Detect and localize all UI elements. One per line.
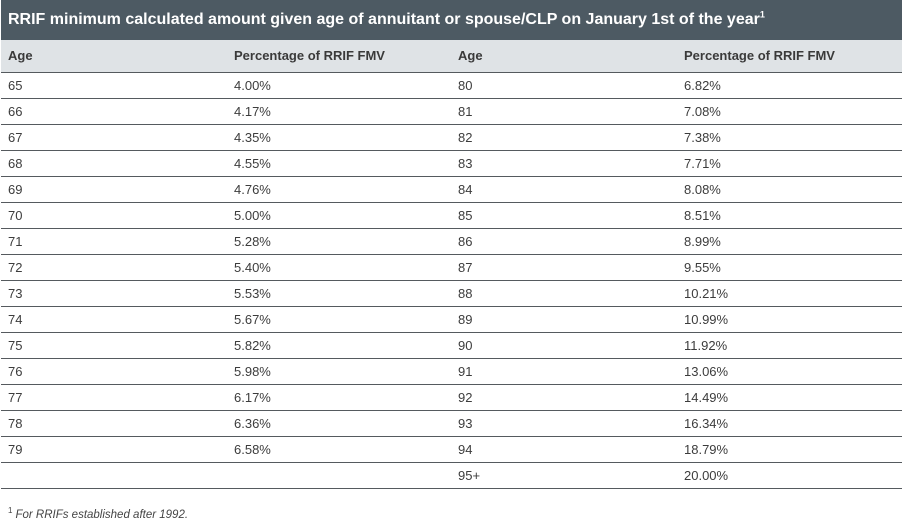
cell-age-right: 95+: [451, 462, 677, 489]
cell-age-right: 83: [451, 150, 677, 177]
table-row: 73 5.53% 88 10.21%: [1, 280, 902, 307]
table-title-text: RRIF minimum calculated amount given age…: [8, 11, 760, 28]
cell-age-left: 73: [1, 280, 227, 307]
table-row: 65 4.00% 80 6.82%: [1, 72, 902, 99]
cell-percentage-left: 4.00%: [227, 72, 451, 99]
header-age-right: Age: [451, 40, 677, 73]
cell-percentage-left: [227, 462, 451, 489]
table-row: 74 5.67% 89 10.99%: [1, 306, 902, 333]
cell-percentage-right: 7.71%: [677, 150, 902, 177]
cell-percentage-left: 4.55%: [227, 150, 451, 177]
cell-age-right: 89: [451, 306, 677, 333]
cell-age-left: 75: [1, 332, 227, 359]
cell-percentage-right: 10.99%: [677, 306, 902, 333]
cell-percentage-left: 6.17%: [227, 384, 451, 411]
cell-age-right: 80: [451, 72, 677, 99]
header-age-left: Age: [1, 40, 227, 73]
cell-percentage-right: 8.51%: [677, 202, 902, 229]
cell-age-right: 91: [451, 358, 677, 385]
table-row: 72 5.40% 87 9.55%: [1, 254, 902, 281]
table-body: 65 4.00% 80 6.82% 66 4.17% 81 7.08% 67 4.35% 82 7.3…: [1, 72, 902, 489]
cell-age-right: 85: [451, 202, 677, 229]
cell-age-right: 87: [451, 254, 677, 281]
cell-percentage-left: 4.17%: [227, 98, 451, 125]
cell-age-right: 86: [451, 228, 677, 255]
table-row: 79 6.58% 94 18.79%: [1, 436, 902, 463]
cell-percentage-right: 8.08%: [677, 176, 902, 203]
table-row: 75 5.82% 90 11.92%: [1, 332, 902, 359]
cell-percentage-left: 5.98%: [227, 358, 451, 385]
cell-age-right: 94: [451, 436, 677, 463]
table-row: 67 4.35% 82 7.38%: [1, 124, 902, 151]
cell-percentage-left: 5.82%: [227, 332, 451, 359]
cell-percentage-left: 6.36%: [227, 410, 451, 437]
cell-percentage-left: 4.35%: [227, 124, 451, 151]
cell-age-left: 77: [1, 384, 227, 411]
cell-percentage-left: 4.76%: [227, 176, 451, 203]
cell-percentage-right: 13.06%: [677, 358, 902, 385]
header-percentage-left: Percentage of RRIF FMV: [227, 40, 451, 73]
cell-percentage-right: 11.92%: [677, 332, 902, 359]
cell-age-right: 81: [451, 98, 677, 125]
cell-age-left: [1, 462, 227, 489]
cell-age-right: 93: [451, 410, 677, 437]
footnote-marker: 1: [8, 505, 13, 515]
cell-percentage-right: 18.79%: [677, 436, 902, 463]
cell-percentage-right: 7.08%: [677, 98, 902, 125]
table-row: 68 4.55% 83 7.71%: [1, 150, 902, 177]
table-row: 95+ 20.00%: [1, 462, 902, 489]
cell-age-left: 68: [1, 150, 227, 177]
cell-percentage-left: 5.53%: [227, 280, 451, 307]
cell-age-left: 66: [1, 98, 227, 125]
cell-percentage-left: 6.58%: [227, 436, 451, 463]
table-row: 69 4.76% 84 8.08%: [1, 176, 902, 203]
table-row: 70 5.00% 85 8.51%: [1, 202, 902, 229]
cell-percentage-right: 16.34%: [677, 410, 902, 437]
cell-age-left: 76: [1, 358, 227, 385]
cell-age-left: 70: [1, 202, 227, 229]
cell-percentage-left: 5.67%: [227, 306, 451, 333]
cell-percentage-right: 20.00%: [677, 462, 902, 489]
cell-age-right: 92: [451, 384, 677, 411]
table-row: 71 5.28% 86 8.99%: [1, 228, 902, 255]
cell-percentage-left: 5.28%: [227, 228, 451, 255]
cell-percentage-right: 7.38%: [677, 124, 902, 151]
table-row: 78 6.36% 93 16.34%: [1, 410, 902, 437]
cell-percentage-right: 8.99%: [677, 228, 902, 255]
table-row: 66 4.17% 81 7.08%: [1, 98, 902, 125]
cell-percentage-right: 10.21%: [677, 280, 902, 307]
cell-percentage-left: 5.40%: [227, 254, 451, 281]
table-row: 76 5.98% 91 13.06%: [1, 358, 902, 385]
header-percentage-right: Percentage of RRIF FMV: [677, 40, 902, 73]
cell-age-left: 67: [1, 124, 227, 151]
title-footnote-marker: 1: [759, 9, 765, 20]
cell-age-right: 88: [451, 280, 677, 307]
cell-age-left: 71: [1, 228, 227, 255]
cell-percentage-right: 14.49%: [677, 384, 902, 411]
table-row: 77 6.17% 92 14.49%: [1, 384, 902, 411]
cell-age-left: 78: [1, 410, 227, 437]
cell-age-left: 72: [1, 254, 227, 281]
rrif-table: Age Percentage of RRIF FMV Age Percentag…: [1, 40, 902, 489]
cell-percentage-left: 5.00%: [227, 202, 451, 229]
table-title: RRIF minimum calculated amount given age…: [1, 0, 902, 40]
cell-age-left: 65: [1, 72, 227, 99]
cell-age-right: 82: [451, 124, 677, 151]
cell-age-right: 84: [451, 176, 677, 203]
cell-age-left: 74: [1, 306, 227, 333]
cell-age-right: 90: [451, 332, 677, 359]
footnote: 1 For RRIFs established after 1992.: [1, 506, 902, 521]
table-header: Age Percentage of RRIF FMV Age Percentag…: [1, 40, 902, 73]
footnote-text: For RRIFs established after 1992.: [15, 508, 189, 521]
cell-age-left: 79: [1, 436, 227, 463]
cell-percentage-right: 6.82%: [677, 72, 902, 99]
cell-percentage-right: 9.55%: [677, 254, 902, 281]
cell-age-left: 69: [1, 176, 227, 203]
header-row: Age Percentage of RRIF FMV Age Percentag…: [1, 40, 902, 73]
